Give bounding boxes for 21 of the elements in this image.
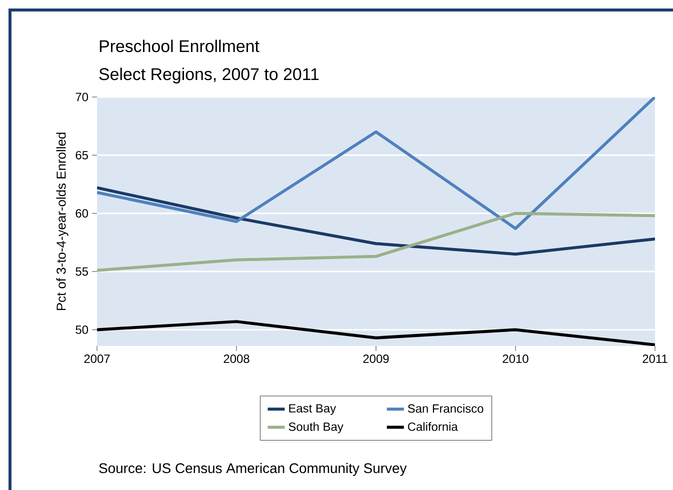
chart-title: Preschool Enrollment — [100, 40, 260, 52]
line-series — [97, 186, 656, 256]
x-tick-label: 2010 — [502, 354, 528, 363]
y-tick-label: 70 — [76, 92, 88, 102]
x-tick-label: 2007 — [84, 354, 110, 363]
y-tick-label: 60 — [76, 209, 88, 218]
x-tick-label: 2008 — [224, 354, 250, 363]
y-tick-label: 50 — [76, 325, 88, 334]
x-tick-label: 2009 — [363, 354, 389, 363]
legend-label: East Bay — [289, 404, 336, 415]
legend-label: California — [408, 422, 458, 431]
x-tick-label: 2011 — [642, 354, 668, 363]
line-series — [97, 212, 656, 272]
y-tick-label: 55 — [76, 267, 88, 276]
legend-label: South Bay — [288, 422, 344, 434]
y-axis-title: Pct of 3-to-4-year-olds Enrolled — [56, 132, 68, 310]
line-series — [97, 96, 656, 230]
chart-subtitle: Select Regions, 2007 to 2011 — [99, 68, 319, 84]
source-note: Source: US Census American Community Survey — [99, 462, 407, 476]
legend-label: San Francisco — [408, 404, 484, 413]
y-tick-label: 65 — [76, 150, 88, 160]
